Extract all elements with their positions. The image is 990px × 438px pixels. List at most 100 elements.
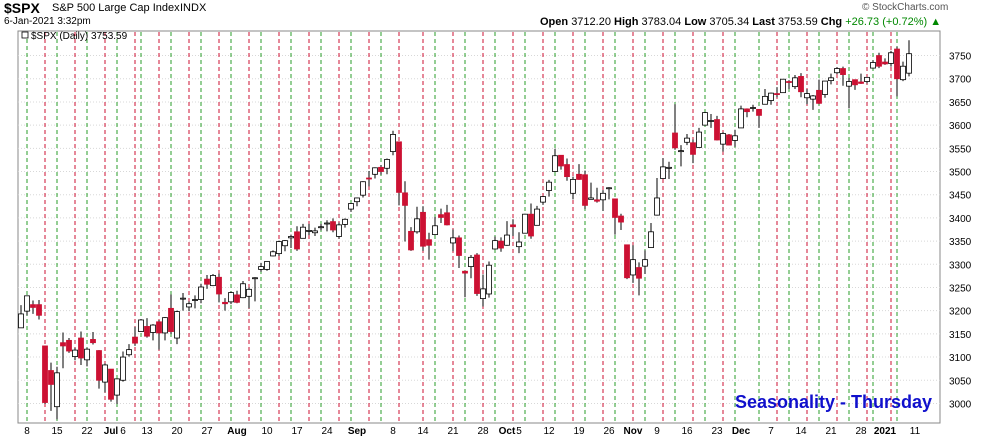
candle-body — [282, 240, 288, 247]
x-tick-label: Sep — [348, 426, 366, 437]
x-tick-label: 17 — [291, 426, 303, 437]
candle-body — [258, 266, 264, 270]
candle-body — [870, 62, 876, 69]
candle-body — [552, 155, 558, 172]
open-value: 3712.20 — [571, 16, 611, 28]
candle-body — [120, 356, 126, 381]
candle-body — [864, 76, 870, 82]
y-tick-label: 3100 — [949, 353, 972, 364]
x-tick-label: 16 — [681, 426, 693, 437]
x-tick-label: Oct — [499, 426, 516, 437]
exchange-label: INDX — [180, 2, 207, 14]
stockcharts-watermark: © StockCharts.com — [862, 2, 949, 13]
candle-body — [798, 76, 804, 93]
x-tick-label: 23 — [711, 426, 723, 437]
chg-value: +26.73 (+0.72%) — [845, 16, 928, 28]
candle-body — [84, 348, 90, 361]
candle-body — [564, 164, 570, 178]
candle-body — [360, 181, 366, 196]
candle-body — [144, 326, 150, 337]
candle-body — [906, 53, 912, 74]
x-tick-label: 22 — [81, 426, 93, 437]
candle-body — [570, 179, 576, 194]
candles — [18, 40, 912, 420]
candle-body — [228, 292, 234, 303]
candle-body — [378, 166, 384, 172]
candle-body — [204, 278, 210, 285]
candle-body — [756, 108, 762, 116]
candle-body — [108, 368, 114, 400]
candle-body — [846, 81, 852, 87]
candle-body — [462, 270, 468, 274]
candle-body — [36, 304, 42, 316]
y-tick-label: 3450 — [949, 191, 972, 202]
candle-body — [822, 80, 828, 95]
candle-body — [324, 222, 330, 225]
candle-body — [288, 236, 294, 239]
candle-body — [240, 283, 246, 299]
x-tick-label: 14 — [795, 426, 807, 437]
candle-body — [726, 134, 732, 146]
candle-body — [708, 120, 714, 122]
x-tick-label: 24 — [321, 426, 333, 437]
candle-body — [636, 267, 642, 279]
candle-body — [888, 52, 894, 64]
candle-body — [696, 131, 702, 148]
candle-body — [618, 215, 624, 223]
candle-body — [450, 237, 456, 244]
candle-body — [420, 211, 426, 247]
candle-body — [252, 277, 258, 280]
legend-text: $SPX (Daily) 3753.59 — [31, 31, 128, 42]
candle-body — [594, 199, 600, 202]
candle-body — [510, 224, 516, 228]
candle-body — [714, 119, 720, 141]
candle-body — [234, 294, 240, 303]
grid — [18, 55, 940, 404]
candle-body — [516, 241, 522, 248]
candle-body — [624, 244, 630, 279]
candle-body — [126, 349, 132, 356]
x-tick-label: 21 — [825, 426, 837, 437]
candle-body — [390, 134, 396, 152]
candle-body — [30, 304, 36, 308]
candle-body — [192, 299, 198, 301]
low-label: Low — [684, 16, 707, 28]
candle-body — [468, 256, 474, 268]
candle-body — [540, 196, 546, 203]
x-tick-label: 8 — [390, 426, 396, 437]
candle-body — [498, 240, 504, 249]
candle-body — [90, 339, 96, 344]
ohlc-readout: Open 3712.20 High 3783.04 Low 3705.34 La… — [540, 16, 941, 28]
candle-body — [780, 78, 786, 94]
y-tick-label: 3550 — [949, 144, 972, 155]
candle-body — [492, 240, 498, 250]
candle-body — [372, 167, 378, 175]
candle-body — [156, 321, 162, 334]
candle-body — [504, 234, 510, 246]
candle-body — [162, 317, 168, 334]
candle-body — [588, 197, 594, 200]
y-tick-label: 3750 — [949, 52, 972, 63]
x-tick-label: 13 — [141, 426, 153, 437]
chart-header: $SPX S&P 500 Large Cap Index INDX 6-Jan-… — [0, 0, 990, 30]
candle-body — [54, 372, 60, 408]
legend: $SPX (Daily) 3753.59 — [21, 31, 128, 42]
y-tick-label: 3300 — [949, 260, 972, 271]
security-name: S&P 500 Large Cap Index — [52, 2, 180, 14]
candle-body — [534, 208, 540, 226]
candle-body — [894, 48, 900, 80]
candle-body — [210, 275, 216, 287]
candle-body — [342, 218, 348, 225]
candle-body — [690, 142, 696, 155]
candle-body — [246, 288, 252, 297]
candle-body — [60, 342, 66, 347]
plot-area — [17, 30, 941, 424]
candle-body — [882, 61, 888, 65]
candle-body — [18, 313, 24, 329]
candle-body — [42, 345, 48, 403]
candle-body — [138, 319, 144, 332]
candle-body — [78, 337, 84, 359]
y-tick-label: 3400 — [949, 214, 972, 225]
x-tick-label: 5 — [516, 426, 522, 437]
x-tick-label: 21 — [447, 426, 459, 437]
